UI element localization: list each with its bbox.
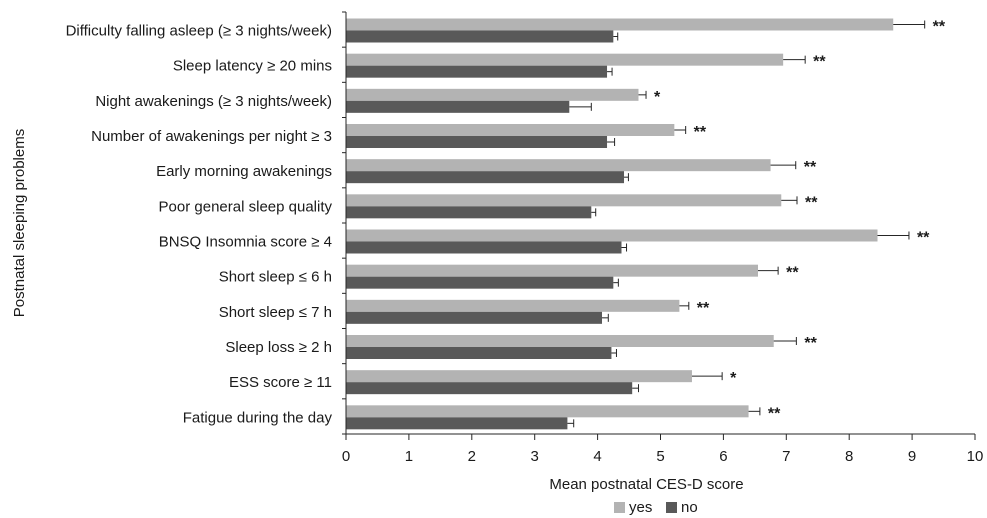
- bar-no-4: [346, 171, 624, 183]
- x-tick-label-3: 3: [531, 448, 539, 465]
- bar-no-8: [346, 312, 602, 324]
- x-tick-label-2: 2: [468, 448, 476, 465]
- x-tick-label-9: 9: [908, 448, 916, 465]
- bar-yes-3: [346, 124, 674, 136]
- category-label-0: Difficulty falling asleep (≥ 3 nights/we…: [66, 23, 332, 40]
- bar-yes-2: [346, 89, 638, 101]
- significance-label-6: **: [917, 230, 930, 247]
- bar-yes-10: [346, 370, 692, 382]
- bar-no-11: [346, 417, 567, 429]
- legend-label-yes: yes: [629, 499, 652, 516]
- significance-label-11: **: [768, 405, 781, 422]
- bar-yes-9: [346, 335, 774, 347]
- bar-yes-0: [346, 19, 893, 31]
- significance-label-5: **: [805, 194, 818, 211]
- category-label-6: BNSQ Insomnia score ≥ 4: [159, 234, 332, 251]
- significance-label-3: **: [694, 124, 707, 141]
- category-label-11: Fatigue during the day: [183, 409, 333, 426]
- bar-no-7: [346, 277, 613, 289]
- bar-no-1: [346, 66, 607, 78]
- legend-label-no: no: [681, 499, 698, 516]
- category-label-3: Number of awakenings per night ≥ 3: [91, 128, 332, 145]
- category-label-9: Sleep loss ≥ 2 h: [225, 339, 332, 356]
- category-label-8: Short sleep ≤ 7 h: [219, 304, 332, 321]
- significance-label-8: **: [697, 300, 710, 317]
- bar-yes-7: [346, 265, 758, 277]
- category-label-1: Sleep latency ≥ 20 mins: [173, 58, 332, 75]
- significance-label-0: **: [933, 19, 946, 36]
- significance-label-7: **: [786, 265, 799, 282]
- y-axis-title: Postnatal sleeping problems: [11, 129, 28, 317]
- x-tick-label-10: 10: [967, 448, 984, 465]
- bar-no-0: [346, 31, 613, 43]
- category-label-10: ESS score ≥ 11: [229, 374, 332, 391]
- bar-yes-1: [346, 54, 783, 66]
- category-label-2: Night awakenings (≥ 3 nights/week): [95, 93, 332, 110]
- bar-yes-11: [346, 405, 749, 417]
- x-tick-label-8: 8: [845, 448, 853, 465]
- bar-no-6: [346, 242, 622, 254]
- bar-no-3: [346, 136, 607, 148]
- bar-no-2: [346, 101, 569, 113]
- bar-no-9: [346, 347, 611, 359]
- legend-swatch-yes: [614, 502, 625, 513]
- x-tick-label-1: 1: [405, 448, 413, 465]
- significance-label-9: **: [804, 335, 817, 352]
- category-label-7: Short sleep ≤ 6 h: [219, 269, 332, 286]
- category-label-4: Early morning awakenings: [156, 163, 332, 180]
- x-tick-label-4: 4: [593, 448, 601, 465]
- bar-yes-6: [346, 230, 878, 242]
- significance-label-1: **: [813, 54, 826, 71]
- legend-swatch-no: [666, 502, 677, 513]
- bar-no-5: [346, 206, 591, 218]
- x-tick-label-6: 6: [719, 448, 727, 465]
- x-tick-label-5: 5: [656, 448, 664, 465]
- significance-label-10: *: [730, 370, 737, 387]
- x-tick-label-7: 7: [782, 448, 790, 465]
- bar-no-10: [346, 382, 632, 394]
- category-label-5: Poor general sleep quality: [159, 198, 333, 215]
- bar-yes-8: [346, 300, 679, 312]
- significance-label-2: *: [654, 89, 661, 106]
- x-axis-title: Mean postnatal CES-D score: [549, 476, 743, 493]
- bar-yes-4: [346, 159, 771, 171]
- x-tick-label-0: 0: [342, 448, 350, 465]
- bar-yes-5: [346, 194, 781, 206]
- significance-label-4: **: [804, 159, 817, 176]
